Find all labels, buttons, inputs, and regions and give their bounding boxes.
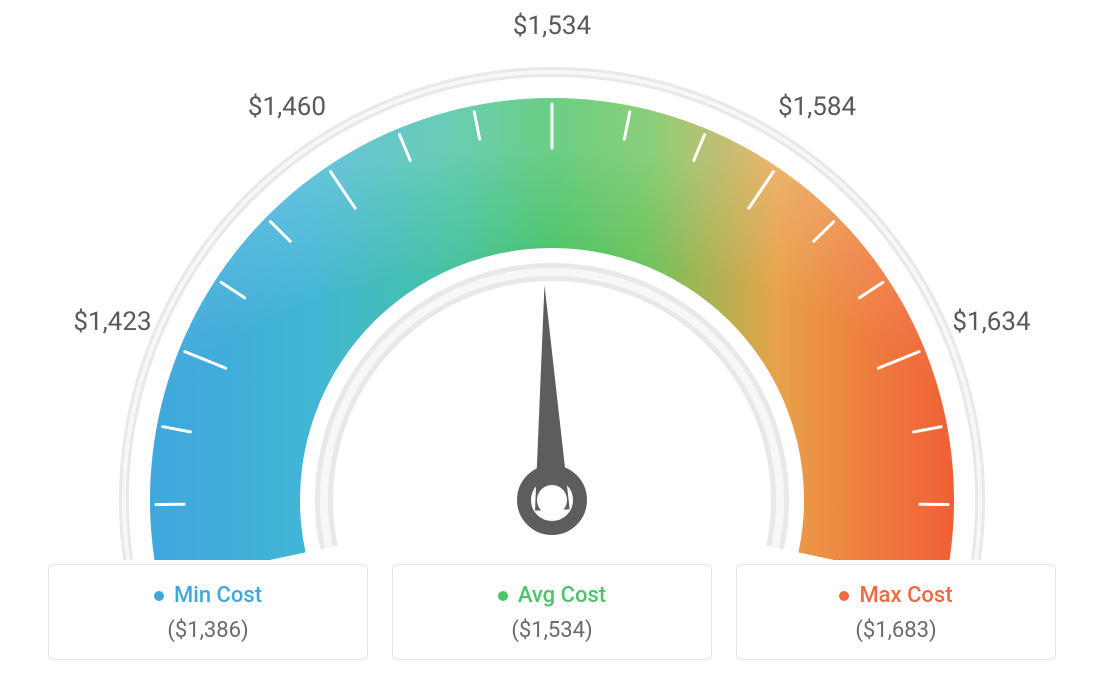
legend-dot-max <box>839 591 849 601</box>
legend-title-max-text: Max Cost <box>859 583 952 608</box>
legend-card-avg: Avg Cost ($1,534) <box>392 564 712 660</box>
legend-title-min: Min Cost <box>69 583 347 608</box>
gauge-tick-label: $1,423 <box>73 307 151 337</box>
legend-dot-min <box>154 591 164 601</box>
gauge-svg <box>0 0 1104 560</box>
gauge-tick-label: $1,634 <box>952 307 1030 337</box>
legend-dot-avg <box>498 591 508 601</box>
legend-title-min-text: Min Cost <box>174 583 262 608</box>
legend-value-max: ($1,683) <box>757 618 1035 643</box>
gauge-tick-label: $1,460 <box>248 92 326 122</box>
gauge-chart: $1,386$1,423$1,460$1,534$1,584$1,634$1,6… <box>0 0 1104 560</box>
legend-title-avg: Avg Cost <box>413 583 691 608</box>
legend-value-avg: ($1,534) <box>413 618 691 643</box>
legend-title-avg-text: Avg Cost <box>518 583 606 608</box>
legend-value-min: ($1,386) <box>69 618 347 643</box>
legend-card-min: Min Cost ($1,386) <box>48 564 368 660</box>
legend-row: Min Cost ($1,386) Avg Cost ($1,534) Max … <box>0 564 1104 660</box>
gauge-tick-label: $1,534 <box>513 11 591 41</box>
cost-gauge-widget: $1,386$1,423$1,460$1,534$1,584$1,634$1,6… <box>0 0 1104 690</box>
legend-card-max: Max Cost ($1,683) <box>736 564 1056 660</box>
legend-title-max: Max Cost <box>757 583 1035 608</box>
gauge-tick-label: $1,584 <box>778 92 856 122</box>
